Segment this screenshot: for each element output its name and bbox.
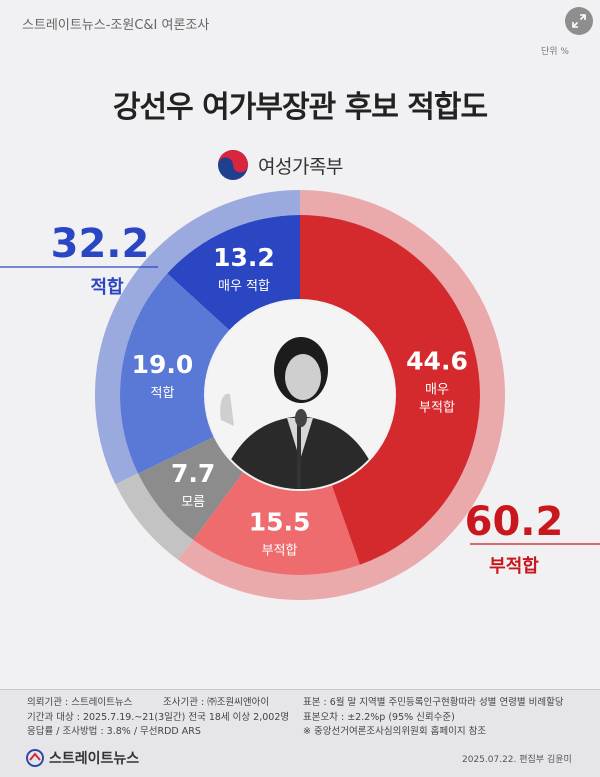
expand-button[interactable]: [565, 7, 593, 35]
outer-segment: [178, 190, 505, 600]
segment-value: 44.6: [406, 347, 468, 376]
segment-value: 13.2: [213, 243, 275, 272]
segment-category: 매우 적합: [218, 279, 270, 294]
segment-value: 19.0: [132, 350, 194, 379]
inner-segment: [167, 215, 300, 331]
ministry-name: 여성가족부: [258, 155, 343, 178]
chart-title: 강선우 여가부장관 후보 적합도: [112, 90, 488, 125]
callout-value: 32.2: [51, 221, 150, 267]
inner-segment: [300, 215, 481, 565]
footer-text: 표본오차 : ±2.2%p (95% 신뢰수준): [303, 711, 455, 723]
unit-label: 단위 %: [541, 47, 569, 57]
callout-value: 60.2: [465, 499, 564, 545]
segment-category: 모름: [181, 495, 205, 510]
footer-text: 의뢰기관 : 스트레이트뉴스: [27, 697, 133, 708]
segment-value: 15.5: [249, 507, 311, 536]
top-bar: 스트레이트뉴스-조원C&I 여론조사: [0, 0, 600, 44]
segment-category: 적합: [150, 386, 174, 401]
inner-segment: [138, 436, 244, 540]
outer-segment: [94, 190, 300, 485]
footer-text: 표본 : 6월 말 지역별 주민등록인구현황따라 성별 연령별 비례할당: [303, 697, 564, 708]
segment-category: 부적합: [262, 543, 298, 558]
inner-segment: [119, 273, 230, 474]
brand-logo: 스트레이트뉴스: [26, 748, 139, 768]
footer-col-3: 표본 : 6월 말 지역별 주민등록인구현황따라 성별 연령별 비례할당 표본오…: [303, 696, 564, 740]
brand-mark-icon: [26, 749, 44, 767]
inner-segment: [193, 472, 360, 575]
callouts: 32.2 적합 60.2 부적합: [0, 221, 600, 577]
credit-line: 2025.07.22. 편집부 김윤미: [462, 755, 572, 765]
source-title: 스트레이트뉴스-조원C&I 여론조사: [22, 18, 210, 33]
footer-text: 조사기관 : ㈜조원씨앤아이: [163, 697, 270, 708]
segment-value: 7.7: [171, 459, 215, 488]
outer-ring: [94, 190, 505, 600]
callout-label: 부적합: [489, 555, 539, 577]
footer-text: 기간과 대상 : 2025.7.19.~21(3일간) 전국 18세 이상 2,…: [27, 711, 290, 723]
expand-icon: [572, 14, 586, 28]
callout-label: 적합: [90, 276, 124, 298]
segment-category: 부적합: [419, 401, 455, 416]
segment-category: 매우: [425, 383, 449, 398]
taegeuk-emblem-icon: [218, 150, 248, 180]
footer-text: 응답률 / 조사방법 : 3.8% / 무선RDD ARS: [27, 726, 201, 737]
ministry-logo: 여성가족부: [216, 148, 343, 182]
footer-text: ※ 중앙선거여론조사심의위원회 홈페이지 참조: [303, 726, 487, 737]
brand-name: 스트레이트뉴스: [49, 751, 140, 767]
donut-chart: 32.2 적합 60.2 부적합 13.2 매우 적합 19.0 적합 7.7 모름 15.5 부적…: [0, 190, 600, 600]
inner-ring: [119, 215, 481, 575]
survey-footer: 의뢰기관 : 스트레이트뉴스 기간과 대상 : 2025.7.19.~21(3일…: [0, 689, 600, 777]
footer-col-2: 조사기관 : ㈜조원씨앤아이: [163, 696, 269, 711]
footer-col-1: 의뢰기관 : 스트레이트뉴스 기간과 대상 : 2025.7.19.~21(3일…: [27, 696, 289, 740]
outer-segment: [115, 473, 193, 560]
